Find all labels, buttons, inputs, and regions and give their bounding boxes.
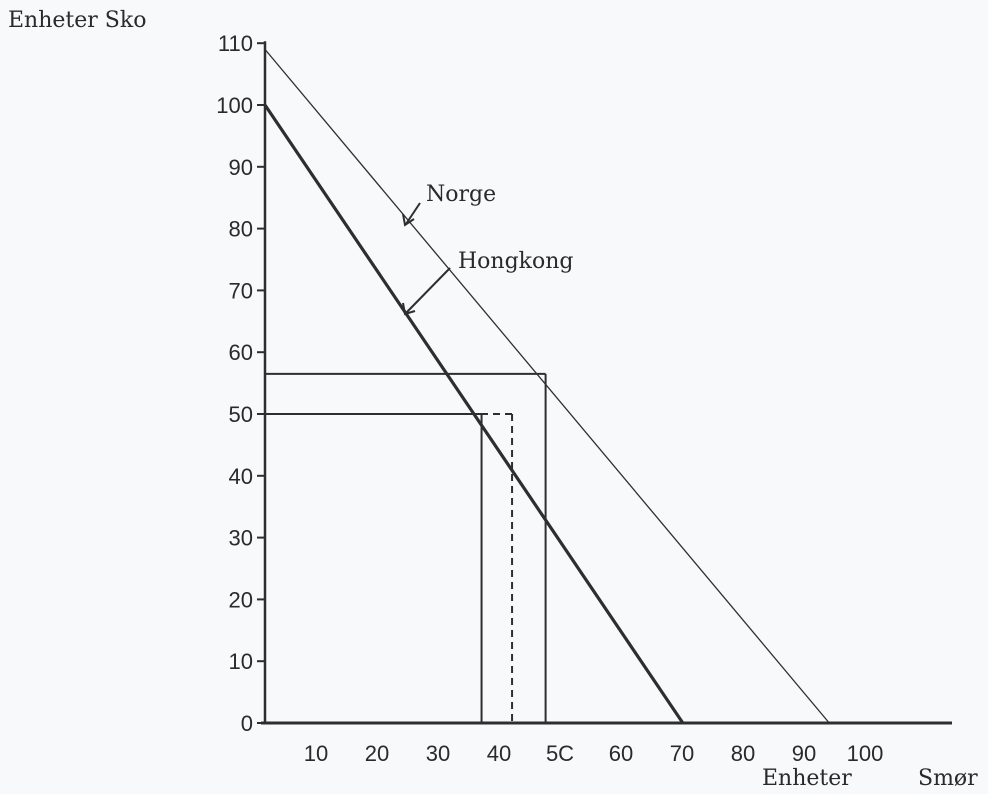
y-tick-label: 100 xyxy=(216,93,253,118)
x-tick-label: 30 xyxy=(426,741,450,766)
y-tick-label: 30 xyxy=(229,526,253,551)
y-tick-label: 60 xyxy=(229,340,253,365)
x-axis-label-word-2: Smør xyxy=(918,766,978,791)
x-tick-label: 5C xyxy=(546,741,574,766)
y-tick-label: 70 xyxy=(229,278,253,303)
hongkong-arrow-shaft xyxy=(405,267,451,314)
x-tick-label: 100 xyxy=(847,741,884,766)
series-label-norge: Norge xyxy=(426,182,496,207)
y-tick-label: 110 xyxy=(218,31,253,56)
x-tick-label: 40 xyxy=(487,741,511,766)
y-tick-label: 0 xyxy=(241,711,253,736)
series-line-norge xyxy=(264,48,830,724)
x-tick-label: 80 xyxy=(731,741,755,766)
y-tick-label: 90 xyxy=(229,155,253,180)
x-tick-label: 60 xyxy=(609,741,633,766)
y-tick-label: 80 xyxy=(229,217,253,242)
x-tick-label: 10 xyxy=(304,741,328,766)
y-tick-label: 50 xyxy=(229,402,253,427)
series-label-hongkong: Hongkong xyxy=(458,249,574,274)
y-tick-label: 10 xyxy=(229,649,253,674)
x-axis-label-word-1: Enheter xyxy=(762,766,852,791)
hongkong-arrow-head xyxy=(402,302,416,316)
x-tick-label: 70 xyxy=(670,741,694,766)
y-axis-label: Enheter Sko xyxy=(8,8,147,33)
x-tick-label: 20 xyxy=(365,741,389,766)
x-tick-label: 90 xyxy=(792,741,816,766)
norge-arrow-shaft xyxy=(405,202,421,225)
norge-arrow-head xyxy=(402,213,415,227)
y-tick-label: 40 xyxy=(229,464,253,489)
y-tick-label: 20 xyxy=(229,587,253,612)
